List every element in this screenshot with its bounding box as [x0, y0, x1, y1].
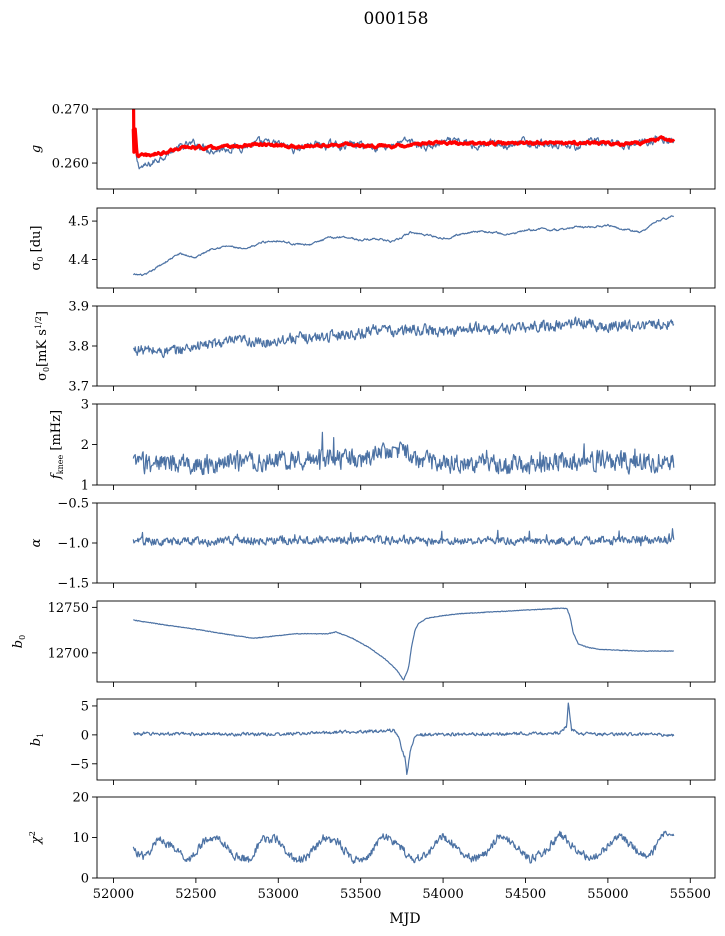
axes-frame-sigma0_mK — [96, 305, 716, 387]
panel-fknee: 1 2 3 fknee [mHz] — [49, 398, 716, 494]
series-b1-data — [133, 702, 675, 775]
panels: 0.260 0.270 g 4.4 4.5 σ0 [du] 3.7 3.8 3.9 σ0[mK s… — [11, 103, 716, 902]
y-axis-label-alpha: α — [29, 538, 44, 547]
y-tick-label: 2 — [81, 438, 89, 453]
panel-chi2: 0 10 20 χ2 52000 52500 53000 53500 54000 54500 550… — [28, 791, 716, 902]
axes-frame-b0 — [96, 600, 716, 683]
panel-g: 0.260 0.270 g — [29, 103, 716, 194]
y-tick-label: 0.260 — [52, 157, 89, 172]
panel-alpha: −1.5 −1.0 −0.5 α — [29, 497, 716, 592]
x-tick-label: 53500 — [340, 887, 381, 902]
x-axis-label: MJD — [389, 911, 420, 927]
y-tick-label: 4.5 — [68, 215, 89, 230]
series-alpha-data — [132, 528, 675, 548]
panel-b0: 12700 12750 b0 — [11, 600, 716, 687]
y-tick-label: 3.9 — [68, 300, 89, 315]
series-b0-data — [133, 607, 674, 681]
y-tick-label: −1.0 — [57, 537, 89, 552]
y-axis-label-g: g — [29, 145, 44, 153]
y-tick-label: −5 — [70, 757, 89, 772]
y-tick-label: 0 — [81, 728, 89, 743]
y-tick-label: −0.5 — [57, 497, 89, 512]
axes-frame-sigma0_du — [96, 207, 716, 289]
y-axis-label-fknee: fknee [mHz] — [49, 410, 65, 480]
axes-frame-fknee — [96, 403, 716, 486]
y-tick-label: 0.270 — [52, 103, 89, 118]
x-tick-label: 52000 — [93, 887, 134, 902]
y-axis-label-sigma0_mK: σ0[mK s1/2] — [34, 311, 51, 381]
y-tick-label: 1 — [81, 479, 89, 494]
y-tick-label: 20 — [72, 791, 89, 806]
y-tick-label: 5 — [81, 699, 89, 714]
x-tick-label: 52500 — [175, 887, 216, 902]
series-sigma0_du-data — [132, 215, 674, 277]
y-tick-label: 0 — [81, 872, 89, 887]
x-tick-label: 55000 — [587, 887, 628, 902]
series-fknee-data — [132, 431, 675, 476]
y-axis-label-b1: b1 — [29, 733, 45, 746]
series-sigma0_mK-data — [132, 316, 675, 359]
y-tick-label: 3 — [81, 398, 89, 413]
x-tick-label: 55500 — [670, 887, 711, 902]
y-tick-label: −1.5 — [57, 577, 89, 592]
series-chi2-data — [132, 830, 675, 864]
y-tick-label: 3.8 — [68, 340, 89, 355]
y-tick-label: 12700 — [48, 646, 89, 661]
y-axis-label-b0: b0 — [11, 635, 27, 648]
x-tick-label: 53000 — [258, 887, 299, 902]
series-g-fit — [131, 108, 676, 159]
x-tick-label: 54500 — [505, 887, 546, 902]
x-tick-label: 54000 — [422, 887, 463, 902]
panel-sigma0_du: 4.4 4.5 σ0 [du] — [29, 207, 716, 293]
y-axis-label-sigma0_du: σ0 [du] — [29, 226, 45, 271]
panel-b1: −5 0 5 b1 — [29, 698, 716, 785]
y-axis-label-chi2: χ2 — [28, 831, 44, 845]
y-tick-label: 10 — [72, 831, 89, 846]
axes-frame-b1 — [96, 698, 716, 781]
axes-frame-g — [96, 108, 716, 190]
y-tick-label: 12750 — [48, 601, 89, 616]
figure-title: 000158 — [364, 9, 429, 29]
panel-sigma0_mK: 3.7 3.8 3.9 σ0[mK s1/2] — [34, 300, 716, 395]
y-tick-label: 4.4 — [68, 253, 89, 268]
y-tick-label: 3.7 — [68, 380, 89, 395]
